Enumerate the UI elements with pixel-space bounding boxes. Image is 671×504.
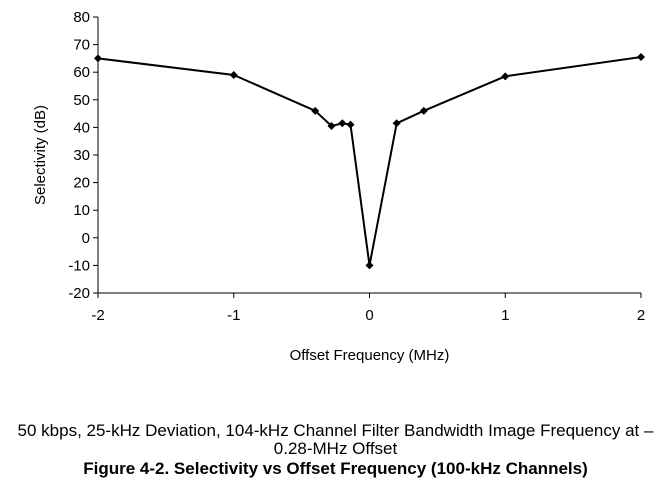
- y-tick-label: 50: [73, 92, 90, 109]
- figure-subcaption: 50 kbps, 25-kHz Deviation, 104-kHz Chann…: [17, 421, 654, 458]
- data-point-marker: [501, 72, 510, 81]
- figure-caption: Figure 4-2. Selectivity vs Offset Freque…: [83, 459, 588, 478]
- y-axis-title: Selectivity (dB): [32, 105, 49, 205]
- data-point-marker: [392, 119, 401, 128]
- x-axis-title: Offset Frequency (MHz): [290, 347, 450, 364]
- data-point-marker: [637, 53, 645, 62]
- x-tick-label: -1: [227, 307, 240, 324]
- y-tick-label: 0: [82, 230, 90, 247]
- y-tick-label: -10: [68, 257, 90, 274]
- y-tick-label: 10: [73, 202, 90, 219]
- y-tick-label: 60: [73, 64, 90, 81]
- x-tick-label: 2: [637, 307, 645, 324]
- data-point-marker: [229, 70, 238, 79]
- data-point-marker: [338, 119, 347, 128]
- y-tick-label: 70: [73, 37, 90, 54]
- y-tick-label: 20: [73, 175, 90, 192]
- x-tick-label: 1: [501, 307, 509, 324]
- data-point-marker: [94, 54, 102, 63]
- series-group: [94, 53, 645, 270]
- series-line: [97, 56, 642, 267]
- data-point-marker: [346, 120, 355, 129]
- y-axis-ticks: 80 70 60 50 40 30 20 10 0 -10 -20: [68, 9, 98, 302]
- x-tick-label: -2: [91, 307, 104, 324]
- x-axis-ticks: -2 -1 0 1 2: [91, 293, 645, 324]
- y-tick-label: -20: [68, 285, 90, 302]
- y-tick-label: 80: [73, 9, 90, 26]
- data-point-marker: [311, 106, 320, 115]
- y-tick-label: 30: [73, 147, 90, 164]
- x-tick-label: 0: [365, 307, 373, 324]
- data-point-marker: [327, 122, 336, 131]
- y-tick-label: 40: [73, 119, 90, 136]
- data-point-marker: [365, 261, 374, 270]
- data-point-marker: [419, 106, 428, 115]
